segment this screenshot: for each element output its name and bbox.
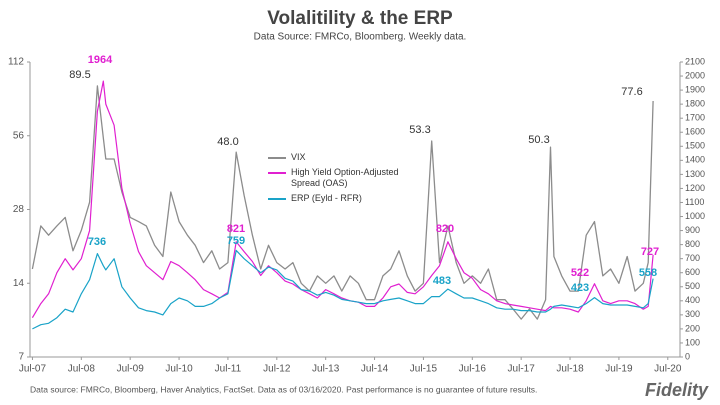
y-tick-label: 7 [18, 352, 24, 363]
y2-tick-label: 900 [685, 225, 700, 235]
annotation: 522 [571, 267, 589, 279]
y-tick-label: 112 [8, 57, 24, 68]
legend-swatch [268, 157, 286, 159]
legend-swatch [268, 172, 286, 174]
x-tick-label: Jul-16 [459, 364, 487, 375]
x-tick-label: Jul-07 [19, 364, 47, 375]
y2-tick-label: 1300 [685, 169, 705, 179]
y2-tick-label: 1400 [685, 155, 705, 165]
y-tick-label: 56 [13, 130, 25, 141]
x-tick-label: Jul-17 [508, 364, 536, 375]
y2-tick-label: 0 [685, 351, 690, 361]
x-tick-label: Jul-12 [263, 364, 291, 375]
chart-subtitle: Data Source: FMRCo, Bloomberg. Weekly da… [254, 32, 467, 43]
x-tick-label: Jul-20 [654, 364, 682, 375]
series-line [31, 85, 654, 320]
annotation: 820 [436, 223, 454, 235]
x-tick-label: Jul-15 [410, 364, 438, 375]
y2-tick-label: 1800 [685, 99, 705, 109]
y2-tick-label: 1200 [685, 183, 705, 193]
y2-tick-label: 100 [685, 337, 700, 347]
x-tick-label: Jul-19 [605, 364, 633, 375]
y2-tick-label: 700 [685, 253, 700, 263]
legend-label: VIX [291, 152, 306, 162]
y2-tick-label: 1900 [685, 84, 705, 94]
x-tick-label: Jul-13 [312, 364, 340, 375]
chart-title: Volalitility & the ERP [267, 8, 453, 29]
y2-tick-label: 300 [685, 309, 700, 319]
y2-tick-label: 800 [685, 239, 700, 249]
x-tick-label: Jul-18 [556, 364, 584, 375]
annotation: 53.3 [409, 124, 430, 136]
x-tick-label: Jul-10 [165, 364, 193, 375]
series-line [32, 249, 654, 330]
y2-tick-label: 1700 [685, 113, 705, 123]
y2-tick-label: 200 [685, 323, 700, 333]
y-tick-label: 14 [13, 278, 25, 289]
y2-tick-label: 1600 [685, 127, 705, 137]
annotation: 89.5 [69, 69, 90, 81]
annotation: 759 [227, 235, 245, 247]
annotation: 736 [88, 236, 106, 248]
y2-tick-label: 1100 [685, 197, 704, 207]
x-tick-label: Jul-11 [215, 364, 242, 375]
annotation: 558 [639, 267, 657, 279]
legend-item: VIX [268, 152, 416, 163]
annotation: 48.0 [217, 136, 238, 148]
y2-tick-label: 2000 [685, 70, 705, 80]
legend-item: High Yield Option-Adjusted Spread (OAS) [268, 167, 416, 189]
annotation: 727 [641, 246, 659, 258]
annotation: 821 [227, 223, 245, 235]
x-tick-label: Jul-14 [361, 364, 389, 375]
y2-tick-label: 500 [685, 281, 700, 291]
legend-swatch [268, 198, 286, 200]
legend: VIX High Yield Option-Adjusted Spread (OA… [268, 152, 416, 208]
annotation: 50.3 [528, 134, 549, 146]
legend-item: ERP (Eyld - RFR) [268, 193, 416, 204]
annotation: 423 [571, 282, 589, 294]
x-tick-label: Jul-09 [117, 364, 145, 375]
legend-label: ERP (Eyld - RFR) [291, 193, 362, 203]
x-tick-label: Jul-08 [68, 364, 96, 375]
footnote: Data source: FMRCo, Bloomberg, Haver Ana… [30, 384, 537, 394]
y-tick-label: 28 [13, 204, 25, 215]
y2-tick-label: 2100 [685, 56, 705, 66]
annotation: 483 [433, 275, 451, 287]
y2-tick-label: 400 [685, 295, 700, 305]
y2-tick-label: 1000 [685, 211, 705, 221]
y2-tick-label: 600 [685, 267, 700, 277]
annotation: 1964 [88, 54, 113, 66]
legend-label: High Yield Option-Adjusted Spread (OAS) [291, 167, 399, 188]
y2-tick-label: 1500 [685, 141, 705, 151]
annotation: 77.6 [621, 86, 642, 98]
logo: Fidelity [645, 380, 709, 400]
